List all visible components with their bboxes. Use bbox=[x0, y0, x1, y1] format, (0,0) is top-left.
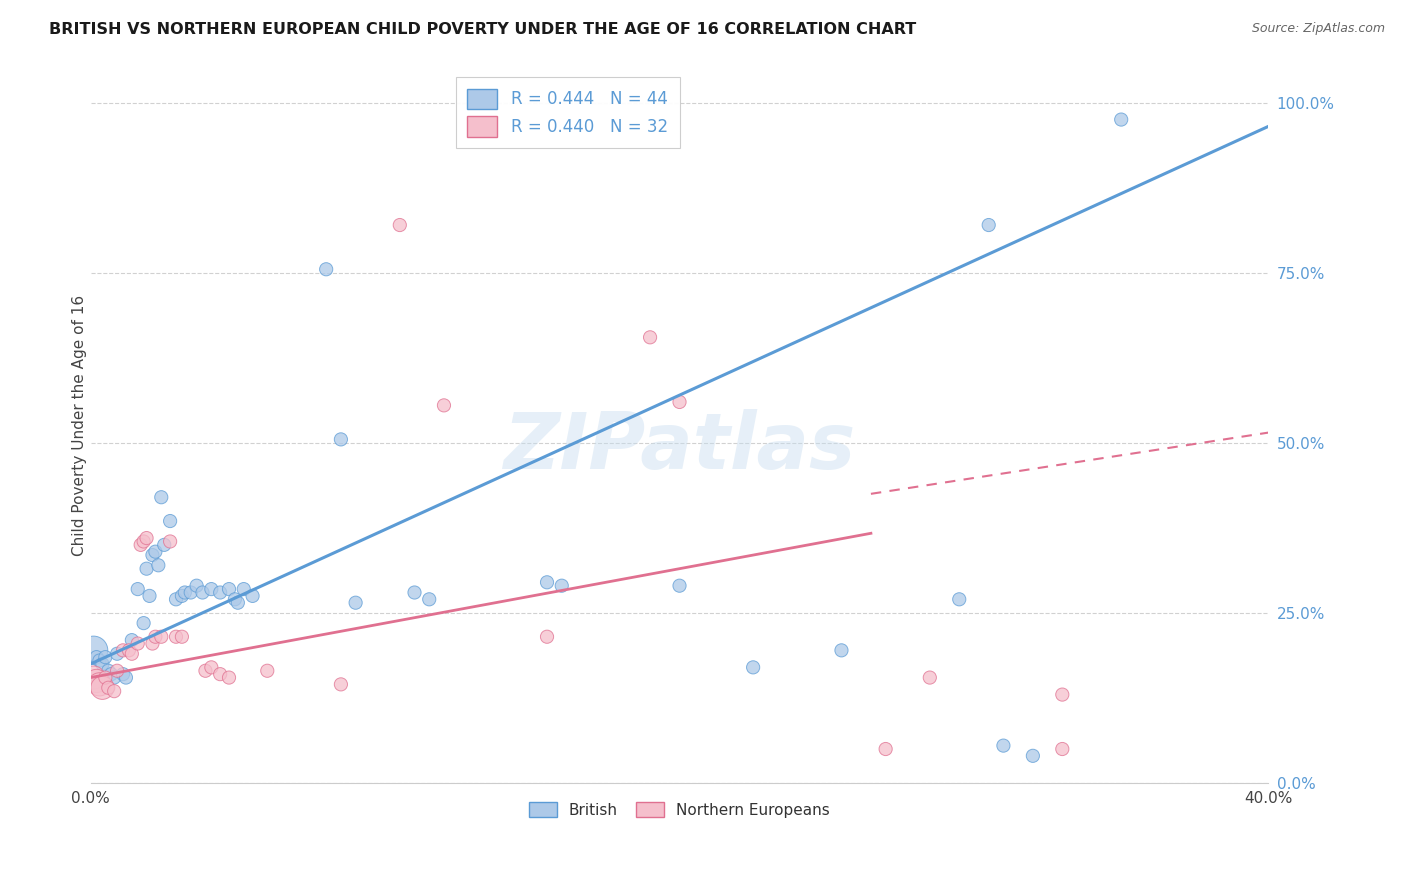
Point bbox=[121, 647, 143, 661]
Point bbox=[232, 582, 254, 596]
Legend: British, Northern Europeans: British, Northern Europeans bbox=[522, 794, 838, 825]
Point bbox=[173, 585, 195, 599]
Point bbox=[138, 589, 160, 603]
Text: ZIPatlas: ZIPatlas bbox=[503, 409, 856, 485]
Point bbox=[209, 667, 232, 681]
Point bbox=[103, 671, 125, 685]
Point bbox=[830, 643, 852, 657]
Point bbox=[86, 650, 108, 665]
Point bbox=[536, 630, 558, 644]
Point bbox=[551, 579, 574, 593]
Point bbox=[159, 534, 181, 549]
Point bbox=[170, 630, 193, 644]
Point bbox=[1052, 688, 1074, 702]
Point bbox=[111, 643, 134, 657]
Point bbox=[83, 643, 105, 657]
Point bbox=[97, 664, 120, 678]
Point bbox=[315, 262, 337, 277]
Point bbox=[141, 548, 163, 562]
Point bbox=[536, 575, 558, 590]
Point bbox=[103, 684, 125, 698]
Point bbox=[118, 643, 141, 657]
Point bbox=[127, 582, 149, 596]
Point bbox=[89, 654, 111, 668]
Point bbox=[141, 636, 163, 650]
Point bbox=[344, 596, 367, 610]
Point bbox=[977, 218, 1000, 232]
Point bbox=[388, 218, 411, 232]
Point bbox=[135, 562, 157, 576]
Point bbox=[226, 596, 249, 610]
Point bbox=[200, 582, 222, 596]
Point bbox=[105, 664, 128, 678]
Point bbox=[668, 395, 690, 409]
Point bbox=[145, 630, 167, 644]
Point bbox=[115, 671, 138, 685]
Point bbox=[132, 616, 155, 631]
Point bbox=[97, 681, 120, 695]
Point bbox=[121, 633, 143, 648]
Point bbox=[433, 398, 456, 412]
Point bbox=[948, 592, 970, 607]
Text: Source: ZipAtlas.com: Source: ZipAtlas.com bbox=[1251, 22, 1385, 36]
Point bbox=[153, 538, 176, 552]
Point bbox=[1052, 742, 1074, 756]
Point bbox=[135, 531, 157, 545]
Text: BRITISH VS NORTHERN EUROPEAN CHILD POVERTY UNDER THE AGE OF 16 CORRELATION CHART: BRITISH VS NORTHERN EUROPEAN CHILD POVER… bbox=[49, 22, 917, 37]
Point bbox=[150, 490, 173, 504]
Point bbox=[105, 647, 128, 661]
Point bbox=[94, 671, 117, 685]
Point bbox=[404, 585, 426, 599]
Point bbox=[918, 671, 941, 685]
Point bbox=[194, 664, 217, 678]
Point bbox=[418, 592, 440, 607]
Point bbox=[180, 585, 202, 599]
Point bbox=[86, 673, 108, 688]
Point bbox=[256, 664, 278, 678]
Point bbox=[165, 592, 187, 607]
Point bbox=[132, 534, 155, 549]
Point bbox=[129, 538, 152, 552]
Point bbox=[993, 739, 1015, 753]
Point bbox=[875, 742, 897, 756]
Point bbox=[159, 514, 181, 528]
Point bbox=[100, 667, 122, 681]
Point bbox=[218, 671, 240, 685]
Point bbox=[83, 671, 105, 685]
Point bbox=[186, 579, 208, 593]
Point bbox=[218, 582, 240, 596]
Point bbox=[145, 544, 167, 558]
Point bbox=[191, 585, 214, 599]
Point bbox=[668, 579, 690, 593]
Point bbox=[209, 585, 232, 599]
Point bbox=[89, 677, 111, 691]
Point bbox=[94, 650, 117, 665]
Point bbox=[1109, 112, 1132, 127]
Point bbox=[200, 660, 222, 674]
Point bbox=[91, 657, 114, 671]
Point bbox=[127, 636, 149, 650]
Point bbox=[91, 681, 114, 695]
Point bbox=[165, 630, 187, 644]
Point bbox=[329, 677, 352, 691]
Point bbox=[242, 589, 264, 603]
Y-axis label: Child Poverty Under the Age of 16: Child Poverty Under the Age of 16 bbox=[72, 295, 87, 557]
Point bbox=[150, 630, 173, 644]
Point bbox=[224, 592, 246, 607]
Point bbox=[111, 667, 134, 681]
Point bbox=[329, 433, 352, 447]
Point bbox=[1022, 748, 1045, 763]
Point bbox=[170, 589, 193, 603]
Point bbox=[148, 558, 170, 573]
Point bbox=[638, 330, 661, 344]
Point bbox=[742, 660, 765, 674]
